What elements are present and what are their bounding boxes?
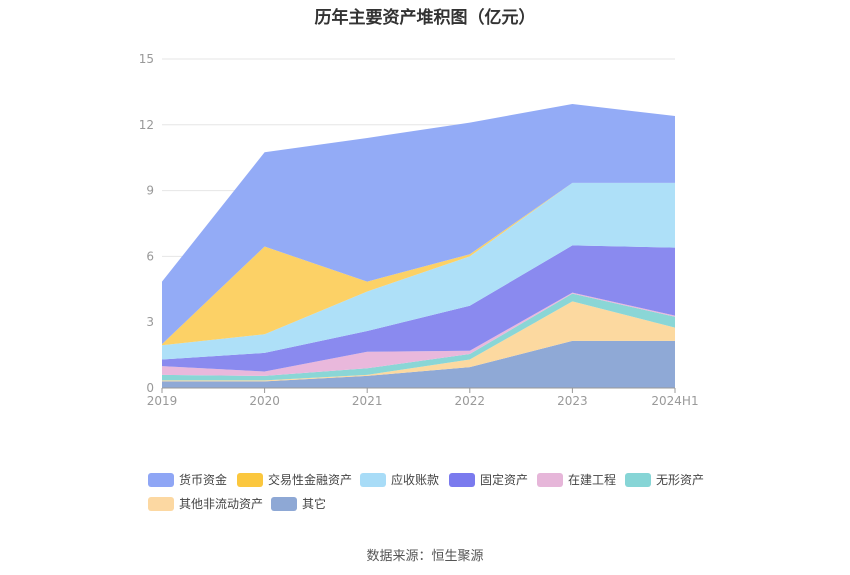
x-tick-label: 2023 [557, 394, 588, 408]
legend-label: 无形资产 [656, 473, 705, 487]
legend-item-intangible[interactable]: 无形资产 [625, 471, 704, 488]
legend-label: 在建工程 [568, 473, 617, 487]
legend-swatch [537, 472, 563, 487]
legend-label: 其他非流动资产 [179, 497, 264, 511]
x-tick-label: 2021 [352, 394, 383, 408]
area-series-其他非流动资产 [162, 301, 675, 382]
area-series-固定资产 [162, 245, 675, 372]
chart-title: 历年主要资产堆积图（亿元） [314, 8, 536, 28]
legend-swatch [271, 496, 297, 511]
legend-item-construction[interactable]: 在建工程 [537, 471, 616, 488]
axes: 0 3 6 9 12 15 2019 2020 2021 2022 2023 2024H1 [139, 52, 699, 408]
legend-swatch [625, 472, 651, 487]
y-tick-label: 15 [139, 52, 154, 66]
legend-item-fixed-assets[interactable]: 固定资产 [449, 471, 528, 488]
legend-item-cash[interactable]: 货币资金 [148, 471, 227, 488]
legend-swatch [148, 472, 174, 487]
area-series-无形资产 [162, 293, 675, 381]
area-series [162, 103, 675, 388]
y-tick-label: 6 [146, 249, 154, 263]
legend-swatch [148, 496, 174, 511]
x-tick-label: 2019 [147, 394, 178, 408]
legend-swatch [237, 472, 263, 487]
x-tick-label: 2024H1 [651, 394, 698, 408]
area-series-货币资金 [162, 103, 675, 345]
legend-label: 固定资产 [480, 473, 529, 487]
y-tick-label: 12 [139, 118, 154, 132]
legend-item-trading-assets[interactable]: 交易性金融资产 [237, 471, 352, 488]
legend-label: 其它 [302, 497, 327, 511]
legend-label: 交易性金融资产 [268, 473, 353, 487]
legend-label: 应收账款 [391, 473, 440, 487]
area-series-在建工程 [162, 292, 675, 376]
area-series-应收账款 [162, 182, 675, 360]
y-tick-label: 9 [146, 184, 154, 198]
y-tick-label: 3 [146, 315, 154, 329]
area-series-交易性金融资产 [162, 182, 675, 346]
legend-swatch [449, 472, 475, 487]
legend-item-other-noncurrent[interactable]: 其他非流动资产 [148, 495, 263, 512]
legend-swatch [360, 472, 386, 487]
data-source: 数据来源：恒生聚源 [366, 549, 484, 564]
legend-label: 货币资金 [179, 473, 228, 487]
legend-item-other[interactable]: 其它 [271, 495, 326, 512]
x-tick-label: 2022 [455, 394, 486, 408]
x-tick-label: 2020 [249, 394, 280, 408]
legend-item-receivables[interactable]: 应收账款 [360, 471, 439, 488]
y-tick-label: 0 [146, 381, 154, 395]
area-series-其它 [162, 340, 675, 388]
